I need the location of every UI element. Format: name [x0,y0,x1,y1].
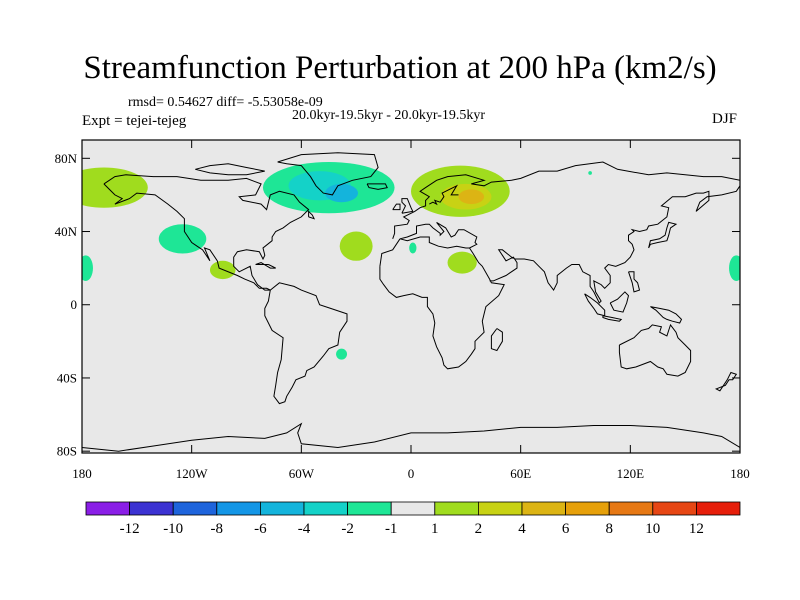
anomaly-region [729,255,740,281]
colorbar-swatch [85,501,130,516]
colorbar-label: -6 [254,521,267,537]
coastline [650,306,683,324]
coastline [379,247,505,370]
coastline [82,422,740,452]
anomaly-region [339,231,373,261]
coastline [628,271,641,293]
coastline-layer [82,152,740,452]
coastline [366,183,388,190]
colorbar-swatch [216,501,261,516]
colorbar-swatch [434,501,479,516]
colorbar-swatch [608,501,654,516]
colorbar-swatch [390,501,436,516]
coastline [602,315,623,322]
colorbar-swatch [477,501,523,516]
anomaly-region [447,251,477,274]
anomaly-region [325,183,358,203]
colorbar-label: 1 [431,521,439,537]
coastline [392,203,401,211]
season-label: DJF [712,111,738,127]
colorbar-label: 12 [689,521,704,537]
coastline [429,184,459,206]
stats-line: rmsd= 0.54627 diff= -5.53058e-09 [128,95,323,110]
coastline [618,323,692,377]
coastline [255,262,276,269]
colorbar-label: -12 [120,521,140,537]
colorbar-label: -8 [211,521,224,537]
lon-label: 0 [408,466,415,481]
lon-label: 120E [617,466,645,481]
coastline [399,221,478,249]
colorbar-label: 10 [645,521,660,537]
lat-label: 80S [57,444,77,459]
lat-label: 0 [71,297,78,312]
colorbar-swatch [696,501,741,516]
coastline [264,282,348,405]
coastline [401,198,414,214]
anomaly-region [82,255,93,281]
lat-label: 40N [55,224,78,239]
colorbar-swatch [303,501,348,516]
anomaly-region [82,167,148,208]
colorbar-label: -10 [163,521,183,537]
coastline [648,221,678,249]
lat-label: 40S [57,370,77,385]
anomaly-region [588,171,592,175]
colorbar-swatch [565,501,610,516]
colorbar-label: -4 [298,521,311,537]
coastline [489,185,740,304]
anomaly-region [458,189,485,205]
lon-label: 120W [176,466,209,481]
axis-ticks: 80N 40N 0 40S 80S 180 120W 60W 0 60E 120E 180 [55,140,750,481]
experiment-line: Expt = tejei-tejeg [82,113,187,129]
colorbar-label: -2 [341,521,354,537]
colorbar-swatch [172,501,218,516]
colorbar-swatch [129,501,174,516]
coastline [195,163,265,176]
lon-label: 180 [72,466,92,481]
colorbar-swatch [652,501,697,516]
lat-label: 80N [55,151,78,166]
coastline [392,161,740,239]
colorbar-label: 2 [475,521,483,537]
anomaly-region [336,348,348,360]
colorbar-swatch [521,501,566,516]
anomaly-region [409,242,417,254]
colorbar-swatch [259,501,305,516]
chart-title: Streamfunction Perturbation at 200 hPa (… [83,50,717,86]
coastline [714,371,738,392]
colorbar: -12 -10 -8 -6 -4 -2 -1 1 2 4 6 8 10 12 [85,501,741,537]
coastline [379,238,401,267]
colorbar-label: 4 [518,521,526,537]
coastline [277,152,379,196]
period-line: 20.0kyr-19.5kyr - 20.0kyr-19.5kyr [292,108,486,123]
lon-label: 60W [289,466,315,481]
colorbar-label: 8 [605,521,613,537]
colorbar-swatch [347,501,392,516]
coastline [490,328,503,352]
coastline [103,174,310,291]
lon-label: 60E [510,466,531,481]
map-background [82,140,740,453]
lon-label: 180 [730,466,750,481]
coastline [609,291,630,313]
anomaly-region [158,224,207,254]
colorbar-label: 6 [562,521,570,537]
colorbar-label: -1 [385,521,398,537]
coastline [308,210,316,220]
